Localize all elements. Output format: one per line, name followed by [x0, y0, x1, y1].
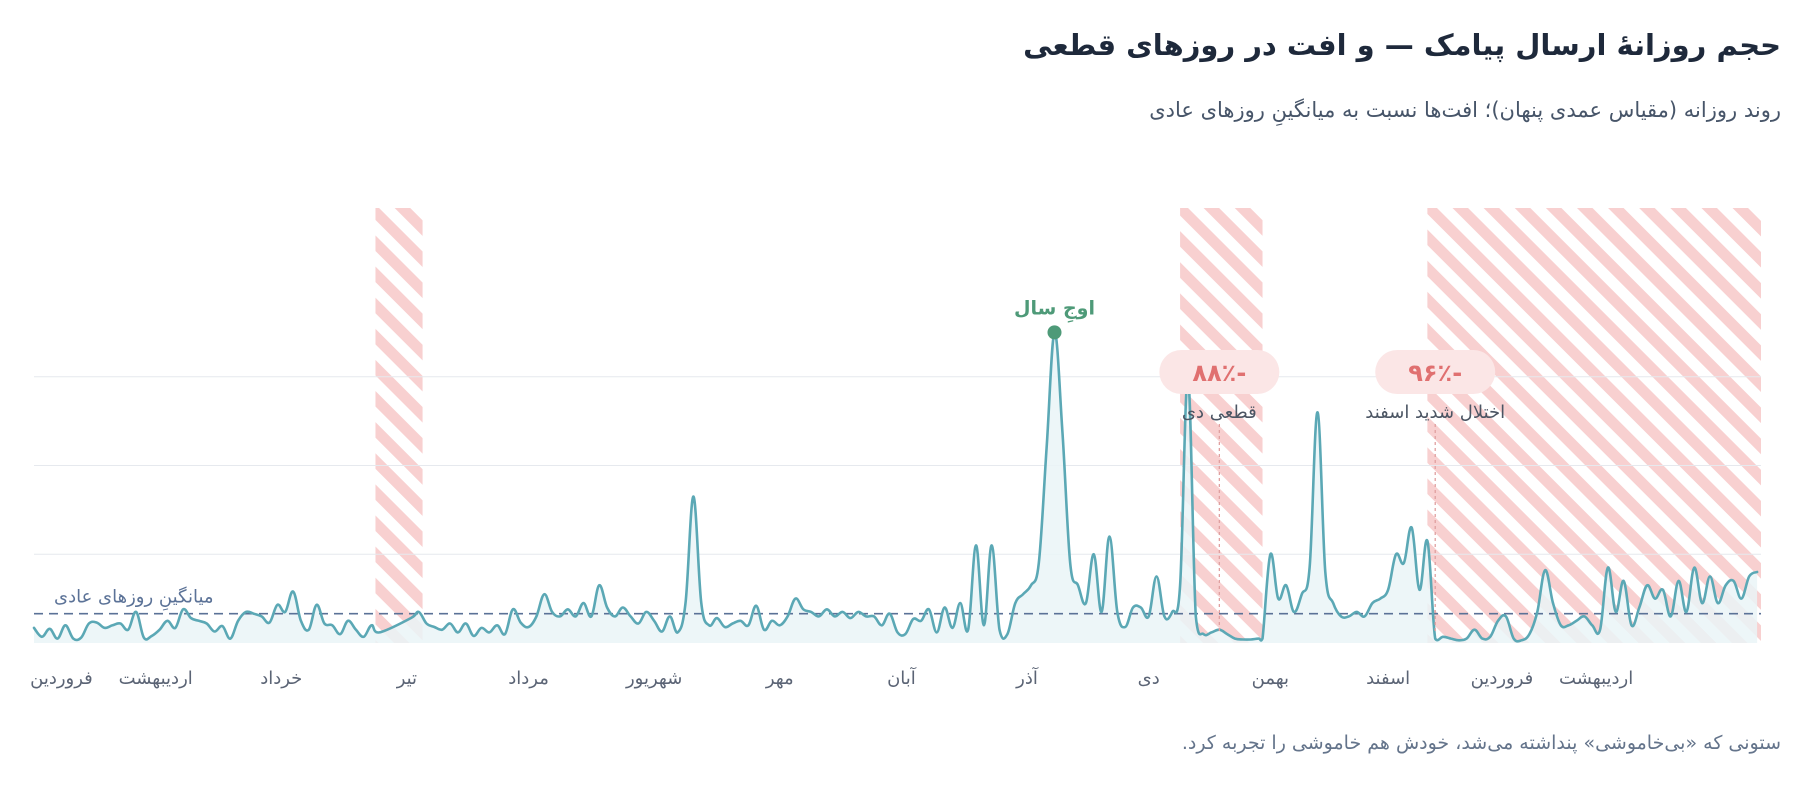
x-tick-label-8: آبان [887, 666, 917, 689]
x-tick-label-6: شهریور [625, 668, 682, 689]
annotation-label-2: اختلال شدید اسفند [1365, 402, 1505, 423]
x-tick-label-11: بهمن [1252, 668, 1289, 689]
x-tick-label-13: فروردین [1471, 668, 1534, 689]
chart-caption: ستونی که «بی‌خاموشی» پنداشته می‌شد، خودش… [1181, 732, 1781, 754]
peak-marker [1047, 325, 1062, 340]
x-tick-label-3: خرداد [260, 668, 302, 689]
x-tick-label-5: مرداد [508, 668, 549, 689]
chart-title: حجم روزانهٔ ارسال پیامک — و افت در روزها… [1023, 28, 1781, 62]
series-line [32, 331, 1759, 643]
outage-band-3 [1427, 208, 1761, 643]
x-tick-label-2: اردیبهشت [119, 668, 193, 689]
baseline-label: میانگینِ روزهای عادی [54, 586, 214, 611]
x-tick-label-1: فروردین [30, 668, 93, 689]
chart-subtitle: روند روزانه (مقیاس عمدی پنهان)؛ افت‌ها ن… [1149, 98, 1781, 122]
drop-value-2: -۹۶٪ [1408, 359, 1462, 387]
x-tick-label-4: تیر [396, 668, 417, 689]
peak-label: اوجِ سال [1014, 297, 1095, 323]
x-tick-label-10: دی [1138, 668, 1160, 689]
x-tick-label-14: اردیبهشت [1559, 668, 1633, 689]
annotation-label-1: قطعی دی [1182, 402, 1257, 423]
drop-value-1: -۸۸٪ [1192, 359, 1246, 387]
x-tick-label-7: مهر [765, 668, 794, 689]
drop-badge-1 [1159, 350, 1280, 394]
drop-badge-2 [1375, 350, 1496, 394]
x-tick-label-12: اسفند [1366, 668, 1410, 689]
outage-band-1 [375, 208, 423, 643]
x-tick-label-9: آذر [1015, 666, 1039, 689]
